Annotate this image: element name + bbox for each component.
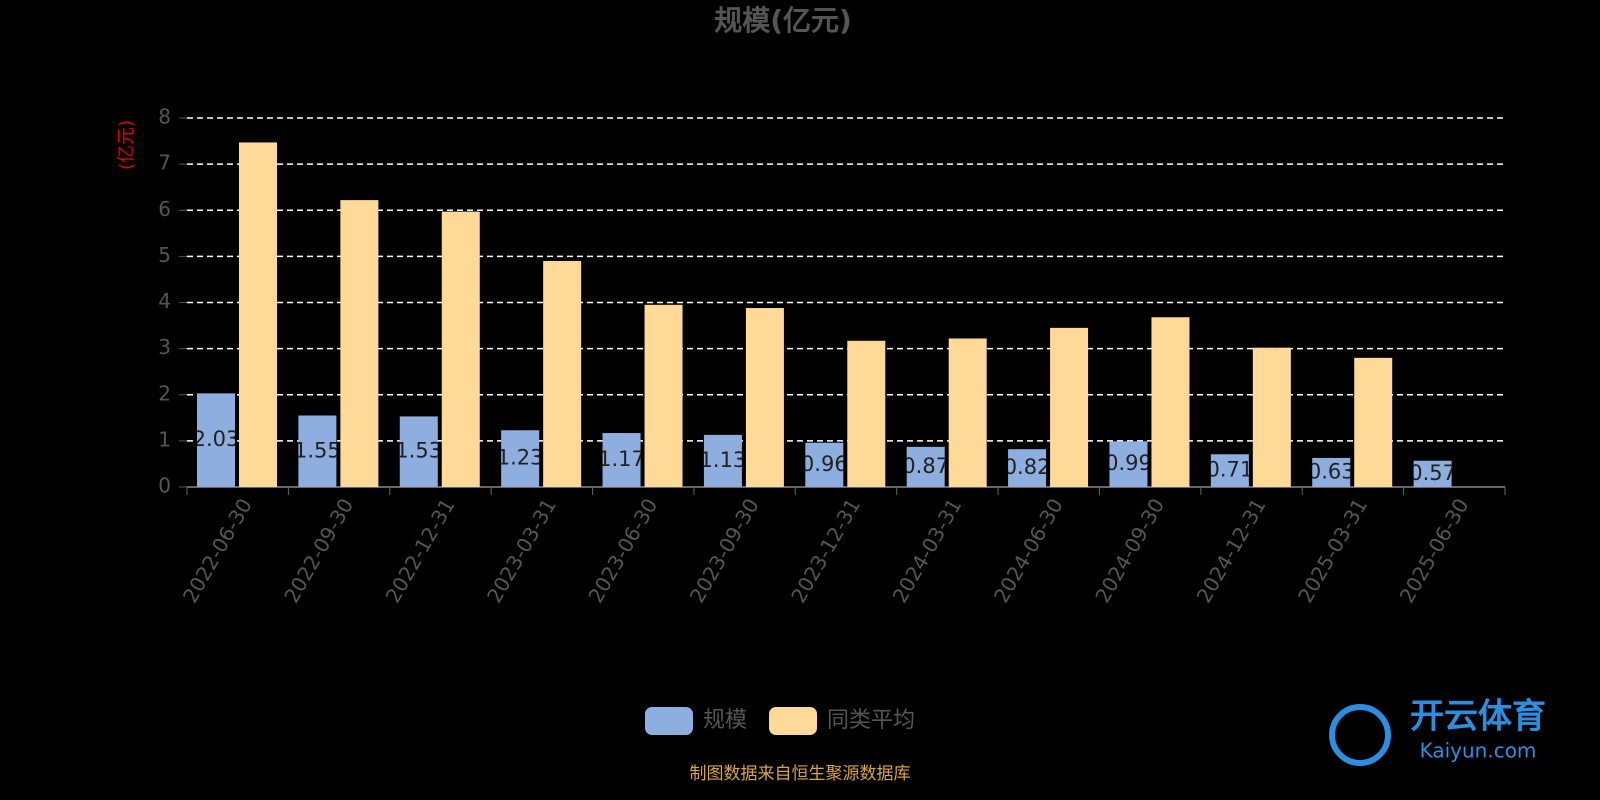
bar xyxy=(298,415,337,487)
y-tick-label: 6 xyxy=(158,197,171,221)
y-tick-label: 3 xyxy=(158,335,171,359)
data-label: 0.57 xyxy=(1409,461,1456,485)
watermark-name: 开云体育 xyxy=(1410,697,1546,737)
legend-swatch xyxy=(769,707,818,735)
data-label: 0.82 xyxy=(1004,455,1051,479)
bar xyxy=(847,340,886,487)
y-tick-label: 0 xyxy=(158,474,171,498)
watermark-url: Kaiyun.com xyxy=(1420,739,1537,763)
x-tick-label: 2023-06-30 xyxy=(583,494,662,607)
bar xyxy=(1312,457,1351,487)
bar xyxy=(441,211,480,488)
data-label: 0.96 xyxy=(801,452,848,476)
watermark-logo xyxy=(1329,704,1391,766)
y-tick-label: 7 xyxy=(158,151,171,175)
legend-label: 同类平均 xyxy=(827,708,915,733)
bar xyxy=(1210,454,1249,487)
bar xyxy=(239,142,277,488)
bar xyxy=(1050,327,1089,487)
bar xyxy=(340,200,379,488)
y-tick-label: 5 xyxy=(158,243,171,267)
data-label: 2.03 xyxy=(193,427,240,451)
source-note: 制图数据来自恒生聚源数据库 xyxy=(690,764,911,784)
x-tick-label: 2025-03-31 xyxy=(1293,494,1372,607)
data-label: 1.17 xyxy=(598,447,645,471)
bar xyxy=(399,416,438,487)
x-tick-label: 2023-09-30 xyxy=(685,494,764,607)
bar xyxy=(602,433,641,487)
y-tick-label: 2 xyxy=(158,381,171,405)
data-label: 0.63 xyxy=(1308,459,1355,483)
x-tick-label: 2023-12-31 xyxy=(786,494,865,607)
data-label: 0.87 xyxy=(902,454,949,478)
x-tick-label: 2022-12-31 xyxy=(381,494,460,607)
y-axis-label: (亿元) xyxy=(116,120,137,170)
bar xyxy=(543,260,582,487)
data-label: 0.71 xyxy=(1206,458,1253,482)
x-tick-label: 2023-03-31 xyxy=(482,494,561,607)
x-tick-label: 2024-09-30 xyxy=(1090,494,1169,607)
x-tick-label: 2022-06-30 xyxy=(178,494,257,607)
data-label: 1.55 xyxy=(294,438,341,462)
bar xyxy=(1008,449,1047,487)
x-tick-label: 2024-12-31 xyxy=(1192,494,1271,607)
x-tick-label: 2024-03-31 xyxy=(888,494,967,607)
data-label: 1.53 xyxy=(395,439,442,463)
data-label: 1.23 xyxy=(497,446,544,470)
bar xyxy=(906,446,945,487)
y-tick-label: 4 xyxy=(158,289,171,313)
bar xyxy=(1354,357,1393,487)
bar xyxy=(197,393,235,487)
bar xyxy=(703,434,742,487)
data-label: 0.99 xyxy=(1105,451,1152,475)
x-tick-label: 2025-06-30 xyxy=(1394,494,1473,607)
bar xyxy=(1252,347,1291,487)
x-tick-label: 2024-06-30 xyxy=(989,494,1068,607)
bar xyxy=(1151,317,1190,487)
bar xyxy=(745,308,784,487)
chart-title: 规模(亿元) xyxy=(714,4,852,37)
bar xyxy=(1109,441,1148,487)
bar xyxy=(805,442,844,487)
y-tick-label: 8 xyxy=(158,105,171,129)
bar xyxy=(948,338,987,487)
data-label: 1.13 xyxy=(700,448,747,472)
y-tick-label: 1 xyxy=(158,427,171,451)
legend-label: 规模 xyxy=(703,708,747,733)
legend-swatch xyxy=(645,707,693,735)
bar xyxy=(501,430,540,487)
x-tick-label: 2022-09-30 xyxy=(279,494,358,607)
bar xyxy=(1413,460,1452,487)
bar xyxy=(644,304,683,487)
